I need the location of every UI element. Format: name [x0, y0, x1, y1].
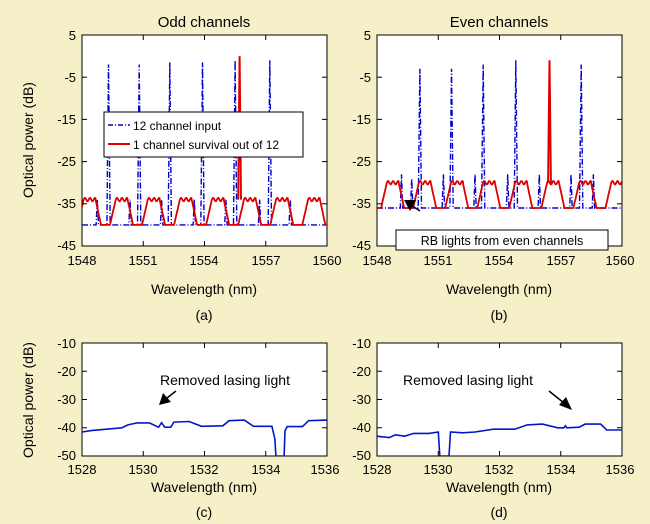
- x-axis-label-b: Wavelength (nm): [446, 281, 552, 297]
- annotation-d: Removed lasing light: [403, 372, 572, 410]
- annotation-text: RB lights from even channels: [421, 234, 584, 248]
- y-ticks-d: -10 -20 -30 -40 -50: [352, 336, 371, 463]
- legend-box: [103, 111, 304, 158]
- panel-b: Even channels 5 -5 -15 -25 -35 -45 1548 …: [352, 14, 634, 323]
- x-tick-label: 1536: [311, 462, 340, 477]
- x-tick-label: 1536: [606, 462, 635, 477]
- series-trace-c: [82, 419, 327, 456]
- y-tick-label: -30: [57, 392, 76, 407]
- annotation-arrowhead: [559, 397, 572, 410]
- y-axis-label-c: Optical power (dB): [20, 342, 36, 458]
- plot-area-d: [376, 342, 623, 457]
- y-axis-label-a: Optical power (dB): [20, 82, 36, 198]
- y-tick-label: -10: [57, 336, 76, 351]
- y-tick-label: -35: [57, 196, 76, 211]
- y-tick-label: -45: [352, 238, 371, 253]
- survival-peak-b: [547, 60, 552, 183]
- x-tick-label: 1554: [485, 253, 514, 268]
- x-tick-label: 1560: [606, 253, 635, 268]
- panel-label-c: (c): [196, 504, 212, 520]
- y-tick-label: -50: [57, 448, 76, 463]
- y-ticks-a: 5 -5 -15 -25 -35 -45: [57, 28, 76, 253]
- x-tick-label: 1551: [129, 253, 158, 268]
- x-ticks-b: 1548 1551 1554 1557 1560: [363, 253, 635, 268]
- y-tick-label: -25: [352, 154, 371, 169]
- x-tick-label: 1557: [252, 253, 281, 268]
- y-tick-label: -50: [352, 448, 371, 463]
- y-tick-label: -30: [352, 392, 371, 407]
- y-tick-label: -20: [352, 364, 371, 379]
- y-tick-label: 5: [364, 28, 371, 43]
- y-tick-label: -25: [57, 154, 76, 169]
- x-tick-label: 1534: [252, 462, 281, 477]
- x-tick-label: 1551: [424, 253, 453, 268]
- x-tick-label: 1530: [424, 462, 453, 477]
- x-axis-label-c: Wavelength (nm): [151, 479, 257, 495]
- x-tick-label: 1532: [190, 462, 219, 477]
- annotation-box: [395, 229, 609, 251]
- x-tick-label: 1560: [313, 253, 342, 268]
- y-tick-label: -5: [359, 70, 371, 85]
- y-tick-label: -5: [64, 70, 76, 85]
- x-tick-label: 1532: [485, 462, 514, 477]
- series-survival-a: [82, 196, 327, 226]
- x-tick-label: 1557: [547, 253, 576, 268]
- x-tick-label: 1548: [68, 253, 97, 268]
- y-tick-label: 5: [69, 28, 76, 43]
- series-survival-b: [377, 179, 622, 209]
- y-tick-label: -20: [57, 364, 76, 379]
- annotation-b: RB lights from even channels: [395, 200, 609, 251]
- annotation-text: Removed lasing light: [403, 372, 533, 388]
- panel-label-d: (d): [490, 504, 507, 520]
- y-tick-label: -35: [352, 196, 371, 211]
- x-tick-label: 1528: [68, 462, 97, 477]
- annotation-arrow: [166, 390, 177, 399]
- x-ticks-a: 1548 1551 1554 1557 1560: [68, 253, 342, 268]
- x-tick-label: 1548: [363, 253, 392, 268]
- series-trace-d: [377, 423, 622, 456]
- plot-area-b: [376, 34, 623, 247]
- plot-area-c: [81, 342, 328, 457]
- y-tick-label: -45: [57, 238, 76, 253]
- x-tick-label: 1530: [129, 462, 158, 477]
- panel-b-title: Even channels: [450, 14, 548, 31]
- annotation-arrow: [548, 390, 565, 404]
- y-tick-label: -15: [352, 112, 371, 127]
- panel-a: Odd channels 5 -5 -15 -25 -35 -45 1548 1…: [20, 14, 341, 323]
- x-tick-label: 1528: [363, 462, 392, 477]
- legend-a: 12 channel input 1 channel survival out …: [103, 111, 304, 158]
- legend-label-survival: 1 channel survival out of 12: [133, 138, 279, 152]
- panel-label-b: (b): [490, 307, 507, 323]
- panel-c: -10 -20 -30 -40 -50 1528 1530 1532 1534 …: [20, 336, 339, 520]
- x-ticks-d: 1528 1530 1532 1534 1536: [363, 462, 635, 477]
- x-ticks-c: 1528 1530 1532 1534 1536: [68, 462, 340, 477]
- annotation-text: Removed lasing light: [160, 372, 290, 388]
- y-ticks-c: -10 -20 -30 -40 -50: [57, 336, 76, 463]
- series-input-a: [82, 60, 327, 226]
- y-tick-label: -15: [57, 112, 76, 127]
- y-ticks-b: 5 -5 -15 -25 -35 -45: [352, 28, 371, 253]
- x-tick-label: 1534: [547, 462, 576, 477]
- panel-label-a: (a): [195, 307, 212, 323]
- y-tick-label: -10: [352, 336, 371, 351]
- x-axis-label-d: Wavelength (nm): [446, 479, 552, 495]
- y-tick-label: -40: [352, 420, 371, 435]
- legend-label-input: 12 channel input: [133, 119, 222, 133]
- panel-a-title: Odd channels: [158, 14, 251, 31]
- annotation-arrowhead: [159, 393, 171, 405]
- y-tick-label: -40: [57, 420, 76, 435]
- annotation-c: Removed lasing light: [159, 372, 290, 405]
- x-tick-label: 1554: [190, 253, 219, 268]
- series-input-b: [377, 60, 622, 209]
- x-axis-label-a: Wavelength (nm): [151, 281, 257, 297]
- annotation-arrowhead: [404, 200, 416, 211]
- panel-d: -10 -20 -30 -40 -50 1528 1530 1532 1534 …: [352, 336, 634, 520]
